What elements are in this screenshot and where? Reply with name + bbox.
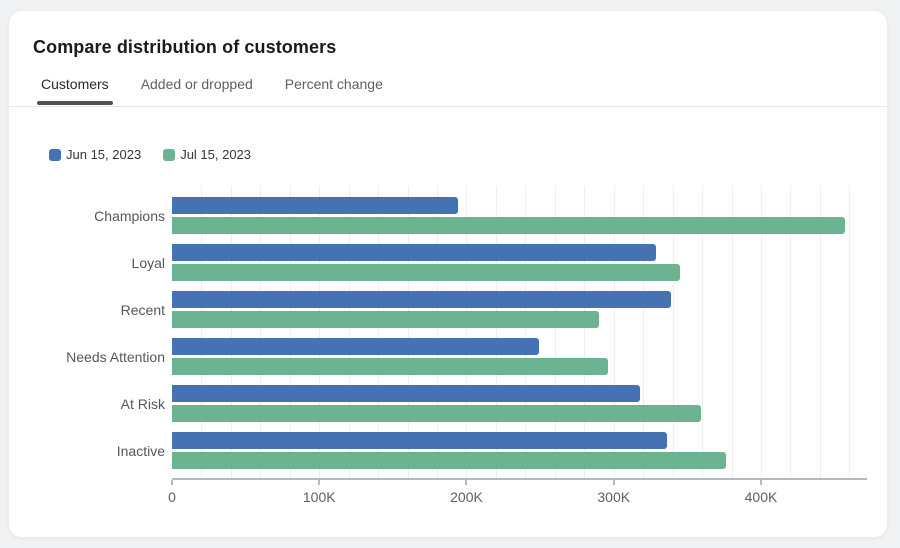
gridline [702, 186, 704, 478]
axis-tick [759, 480, 762, 485]
bar-jun-15-2023[interactable] [172, 338, 539, 355]
category-label: Recent [120, 301, 165, 318]
bar-group [172, 291, 867, 328]
gridline [378, 186, 380, 478]
tab-bar: Customers Added or dropped Percent chang… [9, 70, 887, 107]
axis-tick-label: 0 [168, 489, 176, 505]
category-label: At Risk [120, 395, 165, 412]
chart-row-recent: Recent [33, 286, 867, 333]
gridline [819, 186, 821, 478]
gridline [584, 186, 586, 478]
bar-group [172, 432, 867, 469]
gridline [672, 186, 674, 478]
bar-jul-15-2023[interactable] [172, 358, 608, 375]
legend-swatch-blue-icon [49, 148, 61, 161]
chart-plot-area: Champions Loyal Recent Needs Attention At Ri… [33, 186, 867, 478]
tab-customers-label: Customers [41, 76, 109, 92]
gridline [613, 186, 615, 478]
axis-tick-label: 200K [450, 489, 483, 505]
chart-legend: Jun 15, 2023 Jul 15, 2023 [49, 147, 887, 162]
gridline [407, 186, 409, 478]
gridline [230, 186, 232, 478]
legend-label-jun-15-2023: Jun 15, 2023 [66, 147, 142, 162]
bar-jun-15-2023[interactable] [172, 432, 667, 449]
legend-item-jul-15-2023[interactable]: Jul 15, 2023 [163, 147, 251, 162]
category-label: Loyal [131, 254, 165, 271]
gridline [289, 186, 291, 478]
bar-jun-15-2023[interactable] [172, 197, 458, 214]
tab-added-or-dropped-label: Added or dropped [140, 76, 253, 92]
tab-percent-change-label: Percent change [284, 76, 383, 92]
legend-label-jul-15-2023: Jul 15, 2023 [180, 147, 252, 162]
chart-card: Compare distribution of customers Custom… [8, 10, 888, 538]
gridline [466, 186, 468, 478]
legend-swatch-green-icon [163, 148, 176, 161]
bar-group [172, 244, 867, 281]
gridline [760, 186, 762, 478]
chart-row-needs-attention: Needs Attention [33, 333, 867, 380]
gridline [348, 186, 350, 478]
gridline [790, 186, 792, 478]
chart-gridlines [172, 186, 867, 478]
bar-jun-15-2023[interactable] [172, 291, 672, 308]
gridline [643, 186, 645, 478]
gridline [525, 186, 527, 478]
gridline [731, 186, 733, 478]
bar-jul-15-2023[interactable] [172, 311, 599, 328]
category-label: Champions [94, 207, 165, 224]
axis-tick [171, 480, 173, 485]
axis-tick [612, 480, 615, 485]
legend-item-jun-15-2023[interactable]: Jun 15, 2023 [49, 147, 141, 162]
category-label: Needs Attention [66, 348, 165, 365]
x-axis: 0 100K 200K 300K 400K [168, 478, 867, 514]
axis-tick-label: 100K [302, 489, 336, 505]
chart-row-champions: Champions [33, 192, 867, 239]
axis-tick [318, 480, 321, 485]
chart-row-at-risk: At Risk [33, 380, 867, 427]
bar-jun-15-2023[interactable] [172, 385, 641, 402]
gridline [554, 186, 556, 478]
chart-row-inactive: Inactive [33, 427, 867, 474]
axis-tick-label: 400K [744, 489, 778, 505]
axis-tick [465, 480, 468, 485]
bar-jun-15-2023[interactable] [172, 244, 657, 261]
gridline [201, 186, 203, 478]
category-label: Inactive [116, 442, 165, 459]
tab-added-or-dropped[interactable]: Added or dropped [137, 70, 257, 106]
bar-jul-15-2023[interactable] [172, 452, 726, 469]
gridline [260, 186, 262, 478]
bar-jul-15-2023[interactable] [172, 264, 680, 281]
axis-tick-label: 300K [597, 489, 631, 505]
gridline [437, 186, 439, 478]
bar-jul-15-2023[interactable] [172, 217, 845, 234]
gridline [495, 186, 497, 478]
tab-customers[interactable]: Customers [37, 70, 113, 106]
bar-group [172, 338, 867, 375]
bar-group [172, 385, 867, 422]
page-title: Compare distribution of customers [33, 37, 337, 57]
tab-percent-change[interactable]: Percent change [281, 70, 387, 106]
gridline [849, 186, 851, 478]
bar-jul-15-2023[interactable] [172, 405, 701, 422]
bar-group [172, 197, 867, 234]
grouped-bar-chart: Champions Loyal Recent Needs Attention At Ri… [33, 186, 867, 514]
gridline [319, 186, 321, 478]
chart-row-loyal: Loyal [33, 239, 867, 286]
